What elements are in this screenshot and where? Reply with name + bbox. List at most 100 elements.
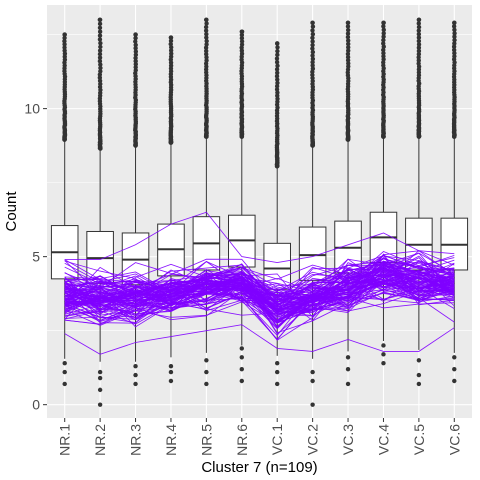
outlier-point: [133, 372, 138, 378]
outlier-point: [274, 87, 280, 92]
outlier-point: [239, 32, 245, 38]
profile-line: [64, 252, 455, 312]
outlier-point: [346, 45, 351, 50]
x-tick-label: VC.2: [305, 424, 321, 455]
outlier-point: [452, 37, 457, 43]
outlier-point: [275, 48, 280, 54]
profile-line: [64, 272, 455, 312]
outlier-point: [97, 25, 103, 31]
outlier-point: [97, 375, 103, 381]
outlier-point: [97, 17, 103, 23]
outlier-point: [204, 48, 209, 54]
outlier-point: [345, 366, 351, 372]
outlier-point: [345, 20, 351, 25]
outlier-point: [451, 24, 457, 29]
outlier-point: [310, 378, 315, 384]
outlier-point: [452, 31, 457, 36]
outlier-point: [416, 372, 422, 378]
x-tick-label: VC.4: [375, 424, 391, 455]
outlier-point: [97, 51, 103, 57]
outlier-point: [275, 52, 280, 58]
outlier-point: [345, 54, 351, 60]
outlier-point: [239, 366, 244, 372]
outlier-point: [310, 31, 316, 37]
boxplot-VC.5: [405, 17, 433, 387]
outlier-point: [416, 21, 421, 26]
outlier-point: [310, 24, 316, 29]
x-tick-label: NR.1: [57, 424, 73, 456]
outlier-point: [274, 84, 280, 89]
outlier-point: [274, 74, 280, 79]
outlier-point: [381, 20, 386, 25]
outlier-point: [62, 38, 67, 44]
outlier-point: [204, 381, 209, 387]
outlier-point: [310, 72, 315, 78]
outlier-point: [346, 64, 351, 69]
outlier-point: [275, 77, 280, 82]
outlier-point: [416, 31, 422, 37]
x-tick-label: NR.6: [234, 424, 250, 456]
outlier-point: [239, 39, 245, 44]
outlier-point: [452, 50, 457, 56]
outlier-point: [62, 42, 67, 47]
outlier-point: [97, 387, 103, 393]
boxplot-NR.1: [50, 32, 79, 387]
outlier-point: [452, 355, 457, 360]
outlier-point: [97, 48, 103, 53]
outlier-point: [275, 63, 280, 68]
profile-line: [64, 262, 455, 306]
outlier-point: [168, 41, 173, 47]
outlier-point: [452, 54, 457, 59]
outlier-point: [98, 44, 103, 50]
y-axis: 0 5 10: [24, 101, 47, 413]
outlier-point: [204, 369, 209, 375]
outlier-point: [203, 24, 209, 30]
outlier-point: [97, 55, 103, 60]
minor-gridlines: [47, 34, 472, 331]
outlier-point: [274, 67, 280, 72]
outlier-point: [346, 41, 351, 47]
outlier-point: [452, 34, 457, 39]
outlier-point: [204, 358, 209, 363]
outlier-point: [381, 361, 386, 366]
profile-line: [64, 258, 455, 304]
outlier-point: [275, 70, 280, 76]
outlier-point: [97, 33, 103, 38]
profile-line: [64, 287, 455, 326]
outlier-point: [416, 48, 422, 54]
outlier-point: [204, 35, 209, 40]
x-tick-label: NR.4: [163, 424, 179, 456]
outlier-point: [416, 42, 422, 47]
outlier-point: [345, 31, 351, 36]
outlier-point: [346, 61, 351, 66]
outlier-point: [381, 37, 386, 43]
outlier-point: [204, 58, 209, 63]
outlier-point: [381, 44, 386, 49]
outlier-point: [275, 93, 280, 98]
outlier-point: [133, 381, 138, 387]
outlier-point: [203, 28, 209, 33]
outlier-point: [97, 402, 103, 407]
x-axis: NR.1 NR.2 NR.3 NR.4 NR.5 NR.6 VC.1 VC.2 VC.3 VC.4…: [57, 418, 462, 456]
outlier-point: [416, 381, 422, 387]
profile-lines-layer: [64, 211, 455, 355]
outlier-point: [133, 61, 138, 67]
outlier-point: [345, 34, 351, 40]
outlier-point: [98, 69, 103, 74]
outlier-point: [451, 47, 457, 53]
x-tick-label: VC.6: [446, 424, 462, 455]
x-tick-label: NR.2: [92, 424, 108, 456]
outlier-point: [310, 28, 315, 33]
profile-line: [64, 275, 455, 320]
outlier-point: [62, 381, 67, 387]
boxplot-NR.6: [228, 29, 256, 384]
outlier-point: [168, 48, 174, 53]
outlier-point: [452, 41, 457, 46]
outlier-point: [62, 45, 67, 50]
outlier-point: [416, 17, 422, 23]
outlier-point: [168, 45, 174, 50]
outlier-point: [452, 378, 457, 384]
outlier-point: [133, 55, 138, 61]
outlier-point: [168, 369, 174, 375]
